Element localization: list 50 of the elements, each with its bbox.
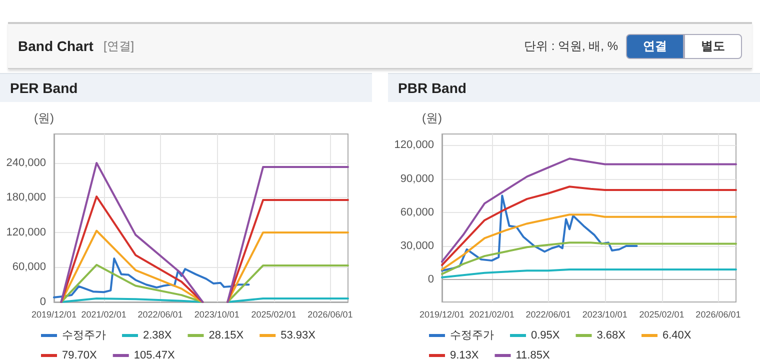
y-tick-label: 120,000 [394,139,434,152]
text: Band Chart [18,38,94,54]
legend-label: 3.68X [596,330,626,342]
x-tick-label: 2019/12/01 [419,310,465,320]
text: 연결 [626,34,684,58]
x-tick-label: 2021/02/01 [81,310,126,320]
y-tick-label: 60,000 [400,206,434,218]
y-tick-label: 60,000 [12,261,46,274]
legend-label: 105.47X [134,350,176,362]
line-series [441,214,737,271]
legend-label: 28.15X [208,330,244,342]
line-series [441,268,737,278]
y-axis-title: (원) [422,111,442,125]
line-series [441,194,638,272]
y-tick-label: 120,000 [6,226,46,238]
text: 별도 [684,34,742,58]
line-series [441,158,737,263]
line-series [53,258,250,298]
chart-title: PER Band [0,73,372,102]
legend-label: 11.85X [516,350,550,362]
line-series [441,186,737,266]
x-tick-label: 2019/12/01 [31,310,77,320]
text: [연결] [103,38,134,54]
y-tick-label: 0 [40,296,46,308]
x-tick-label: 2023/10/01 [194,310,240,320]
x-tick-label: 2026/06/01 [308,310,353,320]
x-tick-label: 2025/02/01 [251,310,296,320]
y-tick-label: 0 [428,274,434,286]
legend-label: 2.38X [143,330,172,342]
y-tick-label: 180,000 [6,192,46,204]
legend-label: 9.13X [450,350,480,362]
y-tick-label: 240,000 [6,156,46,169]
legend-label: 6.40X [662,330,692,342]
legend-label: 0.95X [531,330,560,342]
y-tick-label: 30,000 [400,240,434,252]
x-tick-label: 2022/06/01 [138,310,183,320]
x-tick-label: 2025/02/01 [639,310,684,320]
y-tick-label: 90,000 [400,172,434,185]
y-axis-title: (원) [34,111,54,125]
x-tick-label: 2022/06/01 [526,310,571,320]
x-tick-label: 2021/02/01 [469,310,514,320]
x-tick-label: 2023/10/01 [582,310,628,320]
line-series [441,242,737,275]
text: 단위 : 억원, 배, % [524,38,618,54]
x-tick-label: 2026/06/01 [696,310,741,320]
legend-label: 수정주가 [62,330,106,342]
legend-label: 79.70X [62,350,98,362]
legend-label: 53.93X [280,330,316,342]
legend-label: 수정주가 [450,330,494,342]
chart-title: PBR Band [388,73,760,102]
